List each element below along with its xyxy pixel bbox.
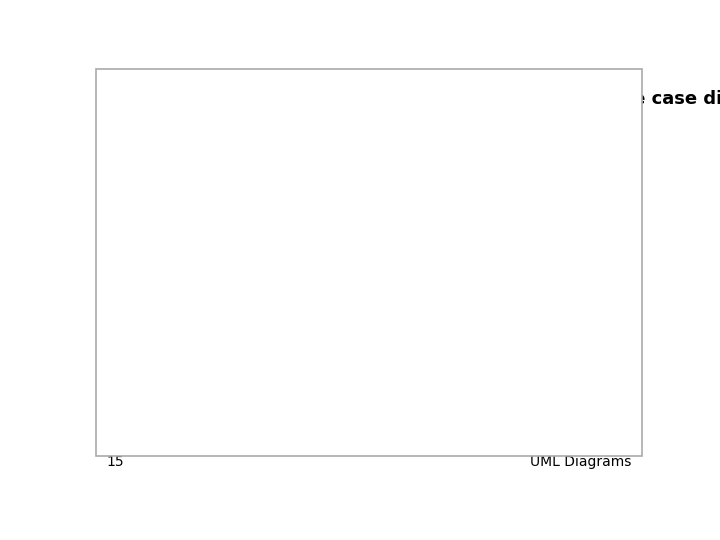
Ellipse shape xyxy=(376,198,451,235)
Text: Customer: Customer xyxy=(211,305,271,318)
Ellipse shape xyxy=(376,338,451,374)
Text: Browse Catalog and Select Items: Browse Catalog and Select Items xyxy=(309,156,518,165)
Text: Give Shipping Info: Give Shipping Info xyxy=(353,312,474,321)
Ellipse shape xyxy=(376,117,451,154)
Text: Get Confirmation #: Get Confirmation # xyxy=(353,439,474,449)
Text: The previous steps would generate this simple use case diagram:: The previous steps would generate this s… xyxy=(129,90,720,108)
Text: UML Diagrams: UML Diagrams xyxy=(530,455,631,469)
Ellipse shape xyxy=(376,401,451,437)
Text: 15: 15 xyxy=(107,455,125,469)
Ellipse shape xyxy=(376,273,451,310)
Text: Give Payment Info: Give Payment Info xyxy=(356,376,471,386)
Text: Call Sales Person: Call Sales Person xyxy=(356,237,471,247)
